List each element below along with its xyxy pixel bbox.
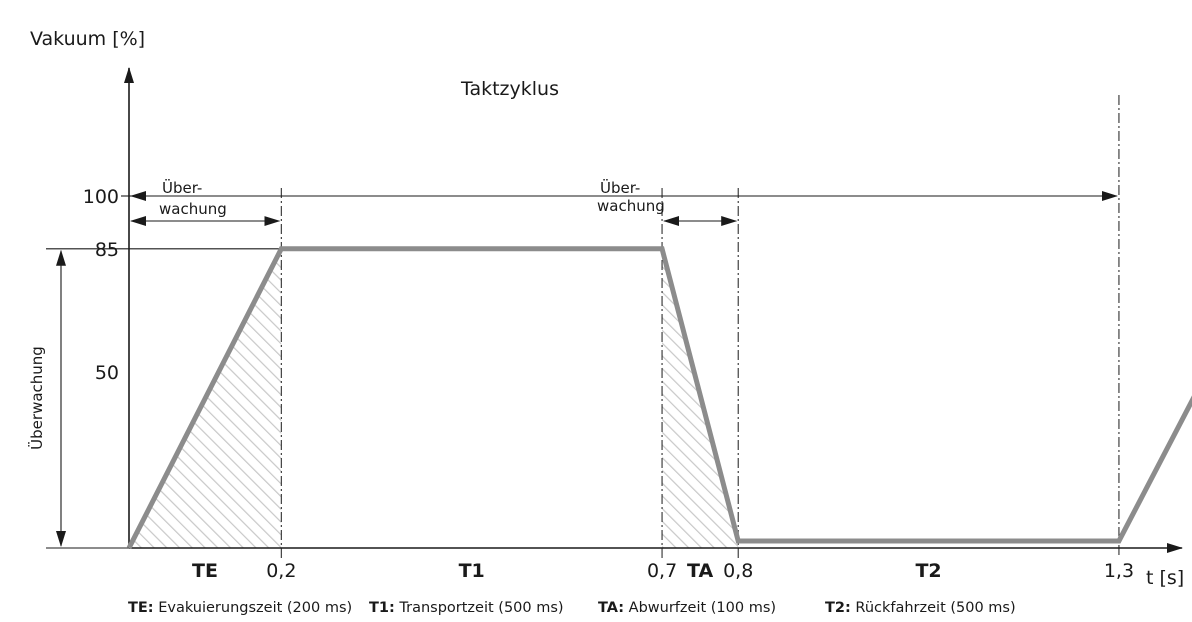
legend-text-1: Evakuierungszeit (200 ms) bbox=[154, 600, 353, 616]
cycle-label: Taktzyklus bbox=[460, 78, 559, 100]
guide-lines bbox=[46, 95, 1120, 558]
phase-label-ta: TA bbox=[687, 560, 713, 582]
legend-key-2: T1: bbox=[369, 600, 395, 616]
x-tick-labels: 0,2 0,7 0,8 1,3 bbox=[266, 560, 1134, 582]
legend-text-2: Transportzeit (500 ms) bbox=[395, 600, 564, 616]
monitor-label-ta-top: Über- bbox=[600, 178, 640, 197]
y-tick-labels: 100 85 50 bbox=[83, 186, 119, 384]
legend-key-1: TE: bbox=[128, 600, 154, 616]
y-tick-label-3: 50 bbox=[95, 362, 119, 384]
y-tick-label-2: 85 bbox=[95, 239, 119, 261]
monitor-label-te-top: Über- bbox=[162, 178, 202, 197]
phase-label-t1: T1 bbox=[459, 560, 485, 582]
x-tick-label-3: 0,8 bbox=[723, 560, 753, 582]
legend-item-3: TA: Abwurfzeit (100 ms) bbox=[598, 600, 776, 616]
monitor-label-te-bottom: wachung bbox=[159, 200, 227, 218]
x-tick-label-4: 1,3 bbox=[1104, 560, 1134, 582]
y-tick-label-1: 100 bbox=[83, 186, 119, 208]
legend-text-3: Abwurfzeit (100 ms) bbox=[624, 600, 776, 616]
phase-label-t2: T2 bbox=[915, 560, 941, 582]
monitor-label-vertical: Überwachung bbox=[27, 346, 46, 450]
hatched-regions bbox=[129, 248, 739, 549]
x-tick-label-2: 0,7 bbox=[647, 560, 677, 582]
legend: TE: Evakuierungszeit (200 ms) T1: Transpo… bbox=[128, 600, 1016, 616]
legend-item-4: T2: Rückfahrzeit (500 ms) bbox=[825, 600, 1016, 616]
vacuum-curve-series bbox=[126, 246, 1192, 550]
legend-key-3: TA: bbox=[598, 600, 624, 616]
legend-text-4: Rückfahrzeit (500 ms) bbox=[851, 600, 1016, 616]
phase-label-te: TE bbox=[192, 560, 218, 582]
legend-key-4: T2: bbox=[825, 600, 851, 616]
x-axis-label: t [s] bbox=[1146, 567, 1184, 589]
axes bbox=[46, 67, 1183, 553]
phase-labels: TE T1 TA T2 bbox=[192, 560, 942, 582]
legend-item-1: TE: Evakuierungszeit (200 ms) bbox=[128, 600, 352, 616]
x-tick-label-1: 0,2 bbox=[266, 560, 296, 582]
legend-item-2: T1: Transportzeit (500 ms) bbox=[369, 600, 564, 616]
y-axis-label: Vakuum [%] bbox=[30, 28, 145, 50]
monitor-label-ta-bottom: wachung bbox=[597, 197, 665, 215]
